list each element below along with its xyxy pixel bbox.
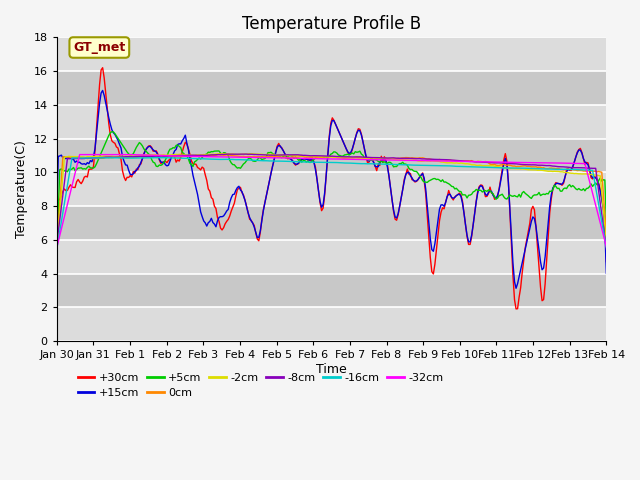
Bar [57,105,606,139]
Bar [57,37,606,71]
Bar [57,274,606,308]
Y-axis label: Temperature(C): Temperature(C) [15,140,28,238]
Bar [57,139,606,172]
Text: GT_met: GT_met [73,41,125,54]
Bar [57,206,606,240]
Bar [57,308,606,341]
Bar [57,172,606,206]
Bar [57,240,606,274]
Bar [57,71,606,105]
Legend: +30cm, +15cm, +5cm, 0cm, -2cm, -8cm, -16cm, -32cm: +30cm, +15cm, +5cm, 0cm, -2cm, -8cm, -16… [73,368,448,403]
X-axis label: Time: Time [316,363,347,376]
Title: Temperature Profile B: Temperature Profile B [242,15,421,33]
